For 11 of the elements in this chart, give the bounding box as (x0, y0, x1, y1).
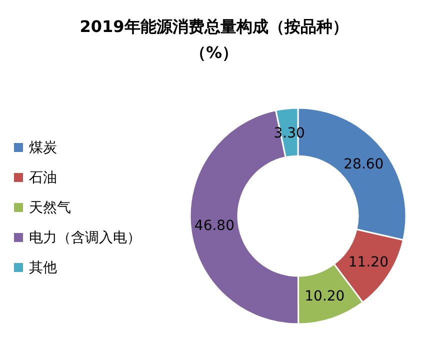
legend-label: 煤炭 (29, 140, 57, 156)
legend-label: 天然气 (29, 200, 71, 216)
legend-label: 石油 (29, 170, 57, 186)
data-label: 10.20 (304, 288, 345, 305)
data-label: 28.60 (344, 156, 384, 173)
legend-label: 电力（含调入电） (29, 230, 141, 246)
chart-title: 2019年能源消费总量构成（按品种） (80, 17, 348, 36)
chart-subtitle: （%） (190, 43, 238, 62)
legend-label: 其他 (29, 260, 57, 276)
data-label: 46.80 (194, 218, 235, 234)
data-label: 11.20 (348, 254, 388, 271)
